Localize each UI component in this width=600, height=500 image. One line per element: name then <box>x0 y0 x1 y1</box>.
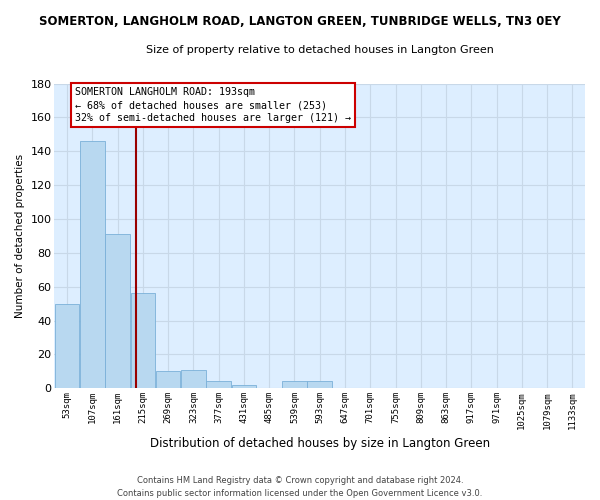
Bar <box>80 141 104 388</box>
X-axis label: Distribution of detached houses by size in Langton Green: Distribution of detached houses by size … <box>149 437 490 450</box>
Y-axis label: Number of detached properties: Number of detached properties <box>15 154 25 318</box>
Title: Size of property relative to detached houses in Langton Green: Size of property relative to detached ho… <box>146 45 494 55</box>
Bar <box>206 382 231 388</box>
Text: SOMERTON, LANGHOLM ROAD, LANGTON GREEN, TUNBRIDGE WELLS, TN3 0EY: SOMERTON, LANGHOLM ROAD, LANGTON GREEN, … <box>39 15 561 28</box>
Bar <box>55 304 79 388</box>
Text: SOMERTON LANGHOLM ROAD: 193sqm
← 68% of detached houses are smaller (253)
32% of: SOMERTON LANGHOLM ROAD: 193sqm ← 68% of … <box>74 87 350 124</box>
Bar <box>131 294 155 388</box>
Text: Contains HM Land Registry data © Crown copyright and database right 2024.
Contai: Contains HM Land Registry data © Crown c… <box>118 476 482 498</box>
Bar <box>106 234 130 388</box>
Bar <box>156 372 181 388</box>
Bar <box>181 370 206 388</box>
Bar <box>282 382 307 388</box>
Bar <box>232 385 256 388</box>
Bar <box>307 382 332 388</box>
